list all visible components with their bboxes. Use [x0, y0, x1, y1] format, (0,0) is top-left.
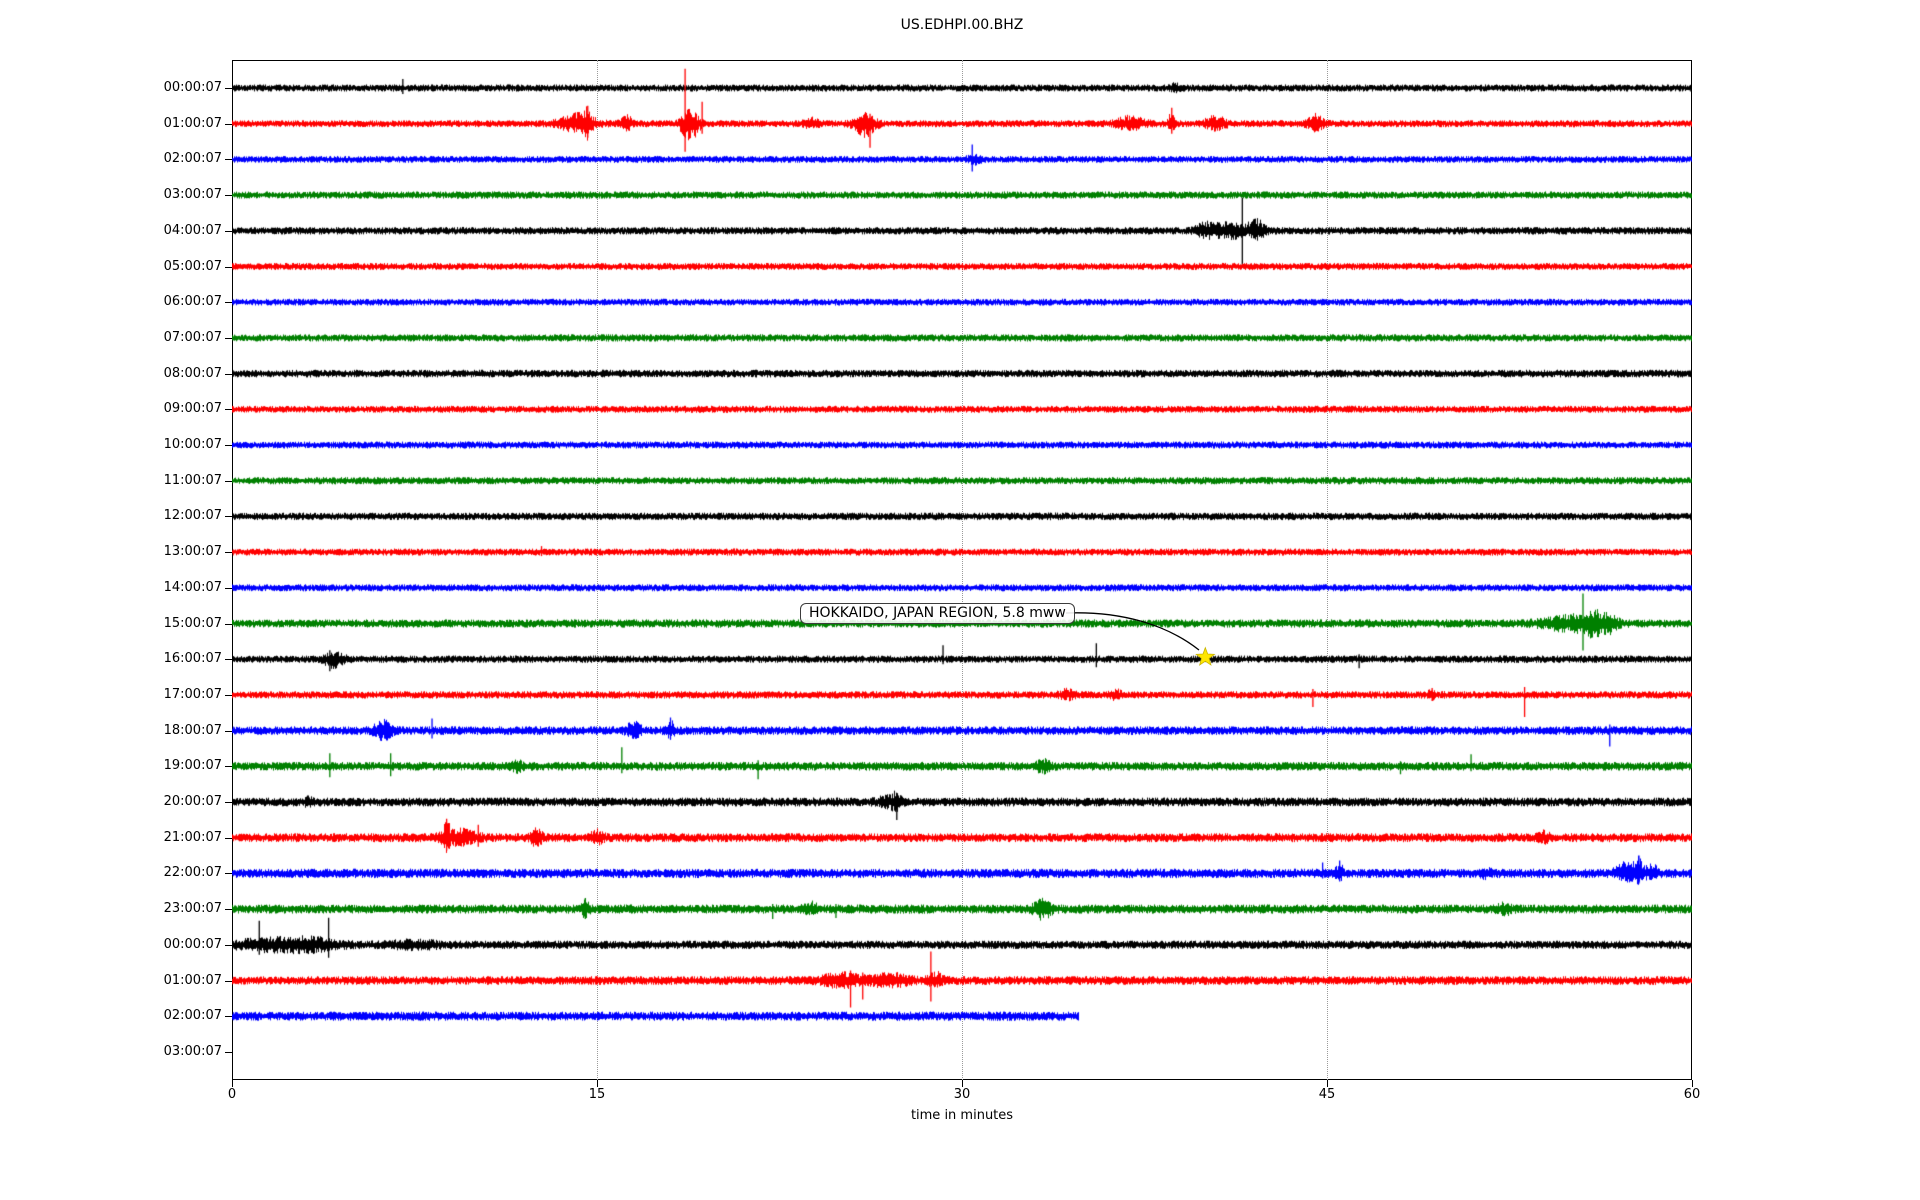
x-tick-mark [1327, 1080, 1328, 1087]
y-tick-mark [225, 873, 232, 875]
y-tick-mark [225, 409, 232, 411]
y-tick-mark [225, 195, 232, 197]
y-tick-mark [225, 837, 232, 839]
row-label: 13:00:07 [163, 544, 222, 560]
row-label: 05:00:07 [163, 258, 222, 274]
y-tick-mark [225, 623, 232, 625]
y-tick-mark [225, 1051, 232, 1053]
y-tick-mark [225, 480, 232, 482]
figure-title: US.EDHPI.00.BHZ [900, 17, 1024, 33]
y-tick-mark [225, 587, 232, 589]
y-tick-mark [225, 802, 232, 803]
row-label: 01:00:07 [163, 115, 222, 131]
x-tick-label: 30 [953, 1087, 971, 1102]
row-label: 01:00:07 [163, 972, 222, 988]
row-label: 16:00:07 [163, 651, 222, 667]
row-label: 11:00:07 [163, 472, 222, 488]
row-label: 10:00:07 [163, 437, 222, 452]
x-tick-label: 0 [227, 1087, 237, 1102]
x-tick-mark [1692, 1080, 1693, 1087]
event-annotation-label: HOKKAIDO, JAPAN REGION, 5.8 mww [800, 603, 1075, 624]
row-label: 03:00:07 [163, 187, 222, 203]
row-label: 23:00:07 [163, 901, 222, 917]
row-label: 06:00:07 [163, 294, 222, 310]
row-label: 22:00:07 [163, 865, 222, 881]
row-label: 17:00:07 [163, 686, 222, 702]
x-tick-label: 60 [1683, 1087, 1701, 1102]
row-label: 19:00:07 [163, 758, 222, 774]
y-tick-mark [225, 337, 232, 339]
y-tick-mark [225, 766, 232, 768]
row-label: 03:00:07 [163, 1043, 222, 1059]
y-tick-mark [225, 659, 232, 661]
y-tick-mark [225, 445, 232, 446]
row-label: 02:00:07 [163, 1008, 222, 1024]
row-label: 21:00:07 [163, 829, 222, 845]
y-tick-mark [225, 730, 232, 732]
y-tick-mark [225, 266, 232, 268]
seismogram-canvas [232, 60, 1692, 1080]
row-label: 09:00:07 [163, 401, 222, 417]
x-tick-mark [597, 1080, 598, 1087]
row-label: 02:00:07 [163, 151, 222, 167]
y-tick-mark [225, 302, 232, 304]
x-tick-label: 45 [1318, 1087, 1336, 1102]
y-tick-mark [225, 552, 232, 554]
y-tick-mark [225, 1016, 232, 1018]
y-tick-mark [225, 516, 232, 518]
y-tick-mark [225, 88, 232, 89]
y-tick-mark [225, 694, 232, 696]
row-label: 00:00:07 [163, 80, 222, 95]
y-tick-mark [225, 980, 232, 982]
x-axis-label: time in minutes [910, 1108, 1014, 1123]
y-tick-mark [225, 909, 232, 911]
row-label: 14:00:07 [163, 579, 222, 595]
row-label: 15:00:07 [163, 615, 222, 631]
y-tick-mark [225, 159, 232, 161]
y-tick-mark [225, 123, 232, 125]
row-label: 07:00:07 [163, 329, 222, 345]
row-label: 00:00:07 [163, 936, 222, 952]
row-label: 18:00:07 [163, 722, 222, 738]
x-tick-mark [232, 1080, 233, 1087]
row-label: 08:00:07 [163, 365, 222, 381]
row-label: 20:00:07 [163, 794, 222, 809]
row-label: 04:00:07 [163, 222, 222, 238]
x-tick-label: 15 [588, 1087, 606, 1102]
x-tick-mark [962, 1080, 963, 1087]
row-label: 12:00:07 [163, 508, 222, 524]
y-tick-mark [225, 944, 232, 946]
y-tick-mark [225, 373, 232, 375]
y-tick-mark [225, 230, 232, 232]
